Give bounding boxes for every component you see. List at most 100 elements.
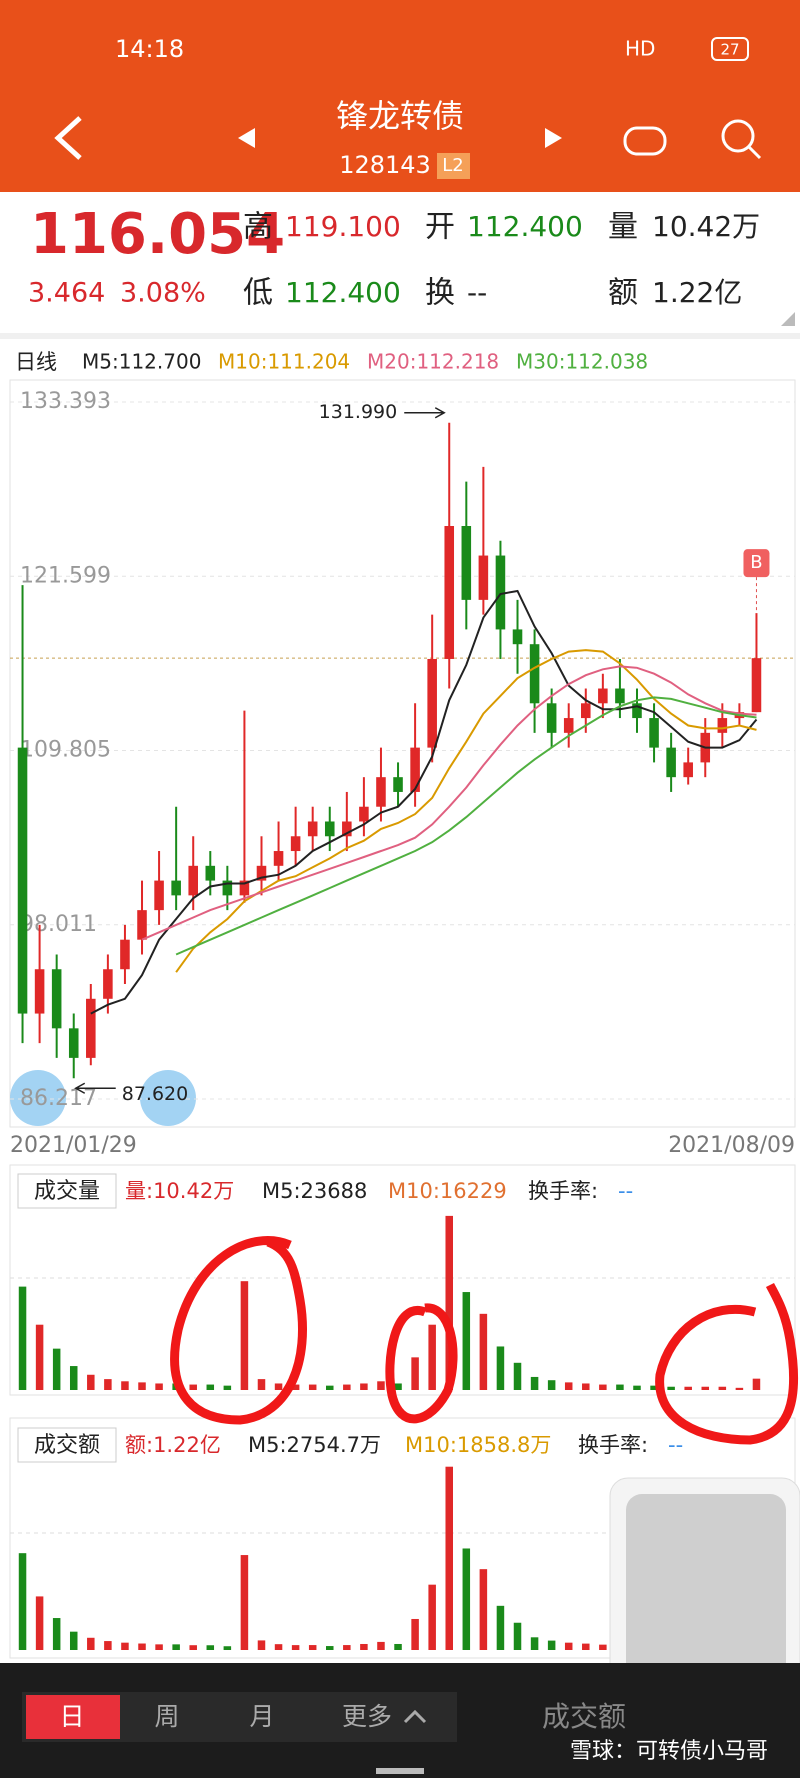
amount-bar: [240, 1555, 249, 1650]
battery-icon: [711, 37, 749, 61]
volume-bar: [530, 1376, 539, 1390]
header-badge: L2: [442, 155, 463, 176]
prev-button[interactable]: [238, 128, 255, 148]
volume-bar: [582, 1383, 590, 1390]
candle-body: [273, 851, 284, 866]
volume-bar: [223, 1385, 232, 1390]
quote-change-pct: 3.08%: [120, 278, 206, 309]
price-frame: [9, 379, 796, 1128]
amount-bar: [326, 1646, 334, 1650]
candle-body: [205, 865, 216, 881]
candle-body: [256, 865, 267, 881]
volume-bar: [326, 1385, 334, 1390]
amount-bar: [155, 1644, 163, 1650]
amount-bar: [496, 1605, 505, 1650]
ma-line: [175, 696, 757, 956]
min-arrow: [74, 1082, 116, 1094]
amount-bar: [189, 1645, 197, 1650]
home-indicator: [376, 1768, 424, 1774]
tab-day[interactable]: 日: [59, 1702, 84, 1731]
label-amount: 额: [608, 276, 638, 311]
expand-button[interactable]: [140, 1070, 196, 1126]
volume-bar: [240, 1281, 249, 1390]
volume-bar: [394, 1383, 402, 1390]
ma-legend: M5:112.700: [82, 350, 201, 374]
amount-bar: [308, 1645, 317, 1650]
volume-bar: [274, 1383, 283, 1390]
tab-month[interactable]: 月: [249, 1702, 274, 1731]
candle-body: [222, 880, 233, 896]
amount-m5: M5:2754.7万: [248, 1433, 381, 1457]
volume-bar: [308, 1384, 317, 1390]
amount-bar: [513, 1622, 522, 1650]
candle-body: [581, 703, 591, 719]
search-button[interactable]: [721, 119, 755, 153]
next-button[interactable]: [545, 128, 562, 148]
collapse-button[interactable]: [10, 1070, 66, 1126]
amount-bar: [69, 1631, 78, 1650]
label-volume: 量: [608, 210, 638, 245]
tab-more[interactable]: 更多: [342, 1702, 392, 1731]
video-frame: [626, 1494, 786, 1718]
hand-circle: [385, 1303, 458, 1424]
amount-title: 成交额: [34, 1433, 100, 1458]
volume-bar: [104, 1379, 112, 1390]
volume-bar: [411, 1357, 419, 1390]
y-tick-label: 121.599: [20, 563, 111, 588]
candle-body: [615, 688, 625, 704]
candle-body: [68, 1028, 79, 1058]
volume-bar: [360, 1383, 368, 1390]
candle-body: [359, 806, 369, 822]
volume-bar: [52, 1348, 61, 1390]
status-hd: HD: [625, 37, 655, 61]
volume-bar: [718, 1386, 727, 1390]
amount-bar: [121, 1642, 129, 1650]
volume-bar: [547, 1380, 556, 1390]
candle-body: [34, 969, 45, 1014]
volume-bar: [343, 1384, 351, 1390]
volume-bar: [206, 1384, 215, 1390]
amount-bar: [18, 1553, 27, 1650]
ma-legend: M20:112.218: [367, 350, 499, 374]
header-code: 128143: [339, 151, 431, 179]
amount-bar: [223, 1646, 232, 1650]
candle-body: [478, 555, 489, 600]
amount-bar: [479, 1569, 488, 1650]
amount-bar: [138, 1643, 146, 1650]
candle-body: [120, 939, 130, 970]
amount-label: 额:1.22亿: [125, 1433, 221, 1457]
volume-bar: [616, 1384, 624, 1390]
ma-legend: M30:112.038: [516, 350, 648, 374]
volume-bar: [599, 1384, 607, 1390]
robot-button[interactable]: [623, 126, 667, 156]
candle-body: [86, 998, 96, 1058]
y-tick-label: 86.217: [20, 1086, 97, 1111]
candle-body: [393, 777, 403, 792]
back-button[interactable]: [54, 116, 82, 160]
candle-body: [103, 969, 113, 999]
candle-body: [632, 703, 642, 719]
quote-change: 3.464: [28, 278, 105, 309]
watermark: 雪球：可转债小马哥: [570, 1739, 768, 1764]
amount-bar: [530, 1637, 539, 1650]
volume-bar: [479, 1313, 488, 1390]
volume-bar: [564, 1382, 573, 1390]
candle-body: [495, 555, 506, 630]
volume-bar: [69, 1366, 78, 1390]
candle-body: [307, 821, 318, 837]
amount-bar: [564, 1642, 573, 1650]
volume-bar: [667, 1386, 675, 1390]
tab-week[interactable]: 周: [154, 1702, 179, 1731]
candle-body: [683, 762, 693, 778]
candle-body: [649, 718, 659, 748]
amount-bar: [257, 1640, 266, 1650]
label-open: 开: [425, 210, 455, 245]
candle-body: [546, 703, 557, 733]
min-label: 87.620: [122, 1083, 188, 1105]
candle-body: [51, 969, 62, 1029]
status-battery: 27: [720, 41, 739, 59]
volume-bar: [257, 1379, 266, 1390]
candle-body: [461, 526, 472, 600]
quote-amount: 1.22亿: [652, 276, 742, 309]
